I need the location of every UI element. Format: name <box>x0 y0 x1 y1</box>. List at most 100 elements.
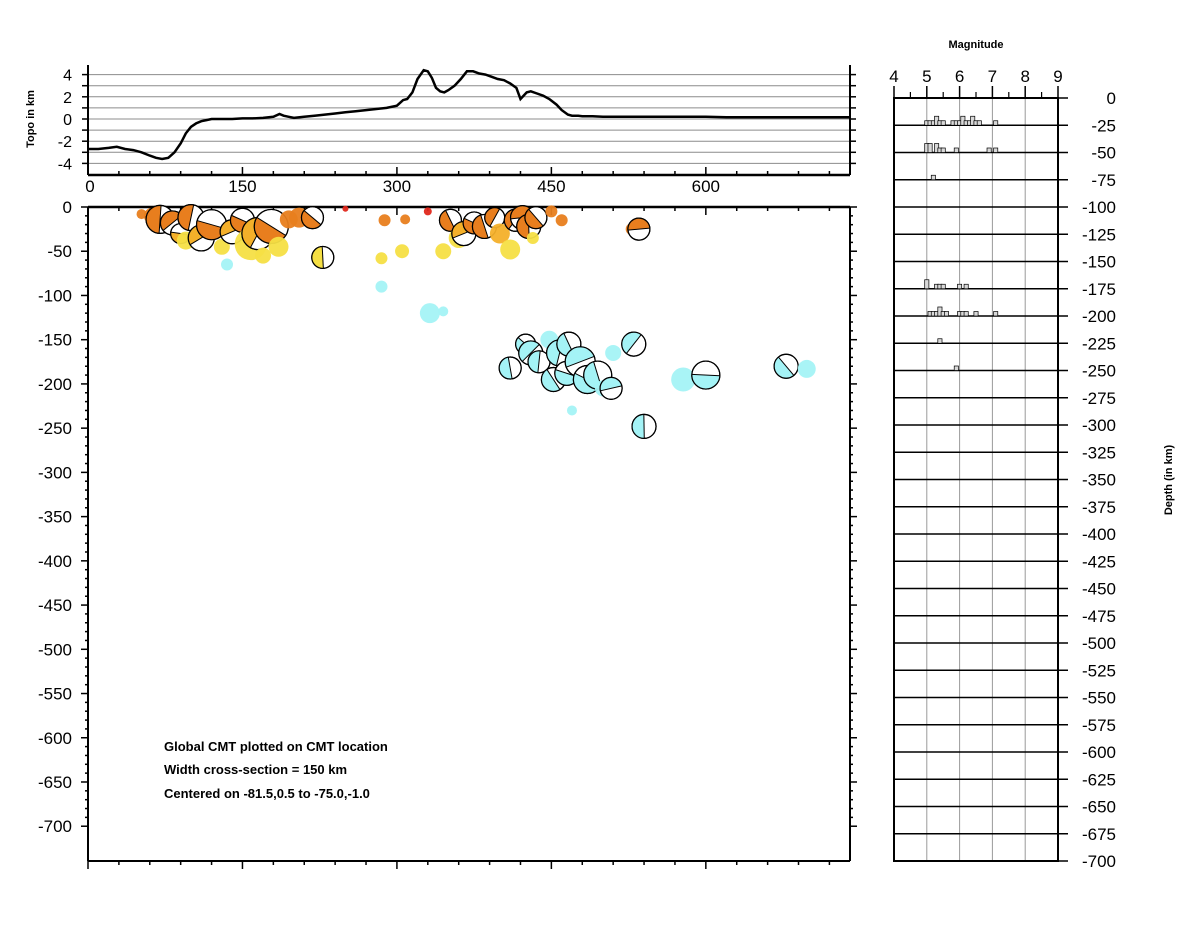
beachball-compressional-quadrant <box>459 223 475 234</box>
beachball-compressional-quadrant <box>554 369 579 386</box>
histogram-bar <box>993 120 999 126</box>
histogram-bar <box>940 147 946 153</box>
histogram-bar <box>953 147 959 153</box>
depth-tick-label: -100 <box>1082 198 1116 217</box>
magnitude-frame <box>893 86 1068 862</box>
focal-mechanism-beachball <box>691 360 721 390</box>
beachball-compressional-quadrant <box>691 374 720 390</box>
magnitude-histogram-panel: Magnitude 4 5 6 7 8 9 0 -25 -50 -75 -100 -125 -150 -… <box>889 39 1175 871</box>
beachball-nodal-plane <box>778 356 795 376</box>
histogram-bar <box>993 147 999 153</box>
magnitude-tick-label: 5 <box>922 67 931 86</box>
beachball-compressional-quadrant <box>559 333 569 349</box>
beachball-compressional-quadrant <box>256 217 272 240</box>
beachball-compressional-quadrant <box>312 246 323 258</box>
topography-x-tick-label: 300 <box>383 177 411 196</box>
beachball-border <box>621 331 647 357</box>
earthquake-circle <box>395 244 410 259</box>
depth-tick-label: -325 <box>1082 443 1116 462</box>
cross-section-panel: 0 -50 -100 -150 -200 -250 -300 -350 -400 -450 -500… <box>38 198 857 869</box>
beachball-compressional-quadrant <box>179 204 194 218</box>
beachball-nodal-plane <box>528 208 544 227</box>
beachball-border <box>300 206 325 230</box>
cross-section-y-tick-label: -300 <box>38 463 72 482</box>
beachball-nodal-plane <box>480 214 489 239</box>
histogram-bar <box>953 365 959 371</box>
beachball-nodal-plane <box>600 385 622 392</box>
histogram-bar <box>963 283 969 290</box>
beachball-compressional-quadrant <box>638 219 650 230</box>
beachball-compressional-quadrant <box>528 350 541 373</box>
histogram-bar <box>963 311 969 317</box>
cross-section-y-tick-label: 0 <box>63 198 72 217</box>
focal-mechanism-beachball <box>631 413 657 439</box>
magnitude-tick-label: 6 <box>955 67 964 86</box>
focal-mechanism-beachball <box>627 217 651 241</box>
topography-y-tick-label: 4 <box>63 68 72 85</box>
earthquake-circle-fill <box>395 244 410 259</box>
beachball-nodal-plane <box>158 205 162 234</box>
annotation-line-1: Global CMT plotted on CMT location <box>164 739 388 754</box>
earthquake-circle-fill <box>419 303 440 324</box>
beachball-compressional-quadrant <box>625 334 642 345</box>
magnitude-tick-label: 7 <box>988 67 997 86</box>
depth-tick-label: -625 <box>1082 770 1116 789</box>
cross-section-y-tick-label: -450 <box>38 596 72 615</box>
magnitude-x-tick-labels: 4 5 6 7 8 9 <box>889 67 1062 86</box>
magnitude-title: Magnitude <box>949 39 1004 51</box>
beachball-compressional-quadrant <box>500 357 511 370</box>
beachball-compressional-quadrant <box>529 350 541 362</box>
beachball-border <box>311 245 335 270</box>
earthquake-circle-fill <box>526 231 539 244</box>
cross-section-y-tick-label: -600 <box>38 729 72 748</box>
topography-y-axis-label: Topo in km <box>25 90 37 148</box>
earthquake-circle-fill <box>500 239 521 260</box>
depth-tick-label: -500 <box>1082 634 1116 653</box>
depth-tick-label: -50 <box>1091 144 1116 163</box>
earthquake-circle-fill <box>221 258 234 271</box>
beachball-compressional-quadrant <box>441 210 451 225</box>
beachball-compressional-quadrant <box>170 232 181 243</box>
earthquake-circle <box>378 214 391 227</box>
cross-section-y-tick-label: -250 <box>38 419 72 438</box>
topography-y-tick-label: 2 <box>63 90 72 107</box>
beachball-border <box>627 217 651 241</box>
depth-tick-label: 0 <box>1107 89 1116 108</box>
beachball-nodal-plane <box>625 334 642 354</box>
depth-tick-label: -75 <box>1091 171 1116 190</box>
earthquake-circle <box>400 214 411 225</box>
focal-mechanism-beachball <box>311 245 335 270</box>
focal-mechanism-beachball <box>195 209 228 241</box>
topography-x-tick-label: 150 <box>228 177 256 196</box>
focal-mechanism-beachball <box>300 206 325 230</box>
depth-tick-label: -450 <box>1082 580 1116 599</box>
earthquake-circle-fill <box>213 238 230 255</box>
depth-tick-label: -300 <box>1082 416 1116 435</box>
cross-section-y-tick-label: -200 <box>38 375 72 394</box>
earthquake-circle <box>545 205 558 218</box>
earthquake-circle-fill <box>342 205 349 212</box>
earthquake-circle <box>566 405 577 416</box>
beachball-border <box>631 413 657 439</box>
topography-y-tick-label: 0 <box>63 112 72 129</box>
earthquake-circle <box>555 214 568 227</box>
earthquake-circle <box>221 258 234 271</box>
beachball-compressional-quadrant <box>621 332 642 354</box>
earthquake-circle <box>605 344 622 361</box>
beachball-nodal-plane <box>256 217 286 236</box>
depth-tick-label: -675 <box>1082 825 1116 844</box>
topography-y-tick-labels: 4 2 0 -2 -4 <box>58 68 72 174</box>
depth-tick-label: -125 <box>1082 225 1116 244</box>
beachball-compressional-quadrant <box>304 210 313 226</box>
depth-tick-label: -375 <box>1082 498 1116 517</box>
earthquake-circle-fill <box>400 214 411 225</box>
histogram-bar <box>940 120 946 126</box>
depth-tick-label: -175 <box>1082 280 1116 299</box>
earthquake-circle-fill <box>375 280 388 293</box>
beachball-nodal-plane <box>521 344 540 362</box>
earthquake-circle-fill <box>435 243 452 260</box>
beachball-compressional-quadrant <box>633 414 645 427</box>
histogram-bar <box>973 311 979 317</box>
cross-section-annotation: Global CMT plotted on CMT location Width… <box>164 739 388 801</box>
